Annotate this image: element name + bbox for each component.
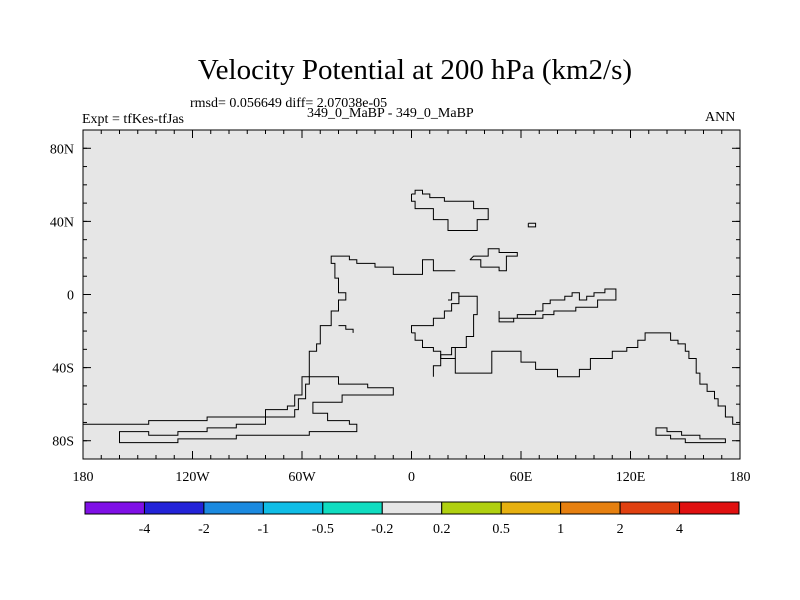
coastline: [338, 325, 354, 333]
colorbar-swatch: [619, 501, 681, 515]
colorbar-swatch: [143, 501, 205, 515]
x-tick-label: 120W: [175, 470, 210, 485]
y-tick-label: 0: [67, 289, 74, 304]
coastline: [83, 255, 456, 425]
colorbar-swatch: [500, 501, 562, 515]
rmsd-diff-label: rmsd= 0.056649 diff= 2.07038e-05: [190, 96, 388, 111]
coastline: [411, 295, 478, 359]
colorbar-tick-label: -0.5: [312, 522, 334, 537]
x-tick-label: 60E: [510, 470, 533, 485]
coastline: [448, 292, 460, 301]
colorbar-tick-label: -4: [139, 522, 151, 537]
colorbar-swatch: [679, 501, 740, 515]
coastline: [498, 288, 617, 323]
field-fill: [83, 130, 740, 459]
colorbar-swatch: [441, 501, 502, 515]
y-tick-label: 40S: [52, 362, 74, 377]
coastline: [469, 248, 518, 272]
y-tick-label: 80S: [52, 435, 74, 450]
colorbar-tick-label: 0.2: [433, 522, 451, 537]
colorbar-tick-label: -1: [258, 522, 270, 537]
chart-title: Velocity Potential at 200 hPa (km2/s): [197, 54, 633, 86]
colorbar-swatch: [84, 501, 145, 515]
colorbar-swatch: [322, 501, 383, 515]
x-tick-label: 180: [730, 470, 751, 485]
colorbar-swatch: [262, 501, 324, 515]
coastline: [454, 332, 740, 425]
x-tick-label: 60W: [288, 470, 316, 485]
colorbar-swatch: [560, 501, 621, 515]
x-tick-label: 180: [73, 470, 94, 485]
x-tick-label: 0: [408, 470, 415, 485]
coastline: [411, 189, 489, 231]
experiment-label: Expt = tfKes-tfJas: [82, 112, 184, 127]
coastline: [527, 222, 537, 228]
colorbar-tick-label: 4: [676, 522, 683, 537]
y-tick-label: 80N: [50, 142, 74, 157]
x-tick-label: 120E: [616, 470, 646, 485]
colorbar-tick-label: -2: [198, 522, 210, 537]
colorbar-swatch: [381, 501, 443, 515]
coastline: [119, 376, 394, 444]
chart-subtitle: 349_0_MaBP - 349_0_MaBP: [307, 106, 474, 121]
coastline: [432, 347, 456, 377]
y-tick-label: 40N: [50, 215, 74, 230]
colorbar-tick-label: -0.2: [371, 522, 393, 537]
colorbar-tick-label: 2: [617, 522, 624, 537]
colorbar-tick-label: 0.5: [492, 522, 510, 537]
coastline: [655, 427, 726, 444]
colorbar-swatch: [203, 501, 264, 515]
season-label: ANN: [705, 110, 736, 125]
colorbar-tick-label: 1: [557, 522, 564, 537]
